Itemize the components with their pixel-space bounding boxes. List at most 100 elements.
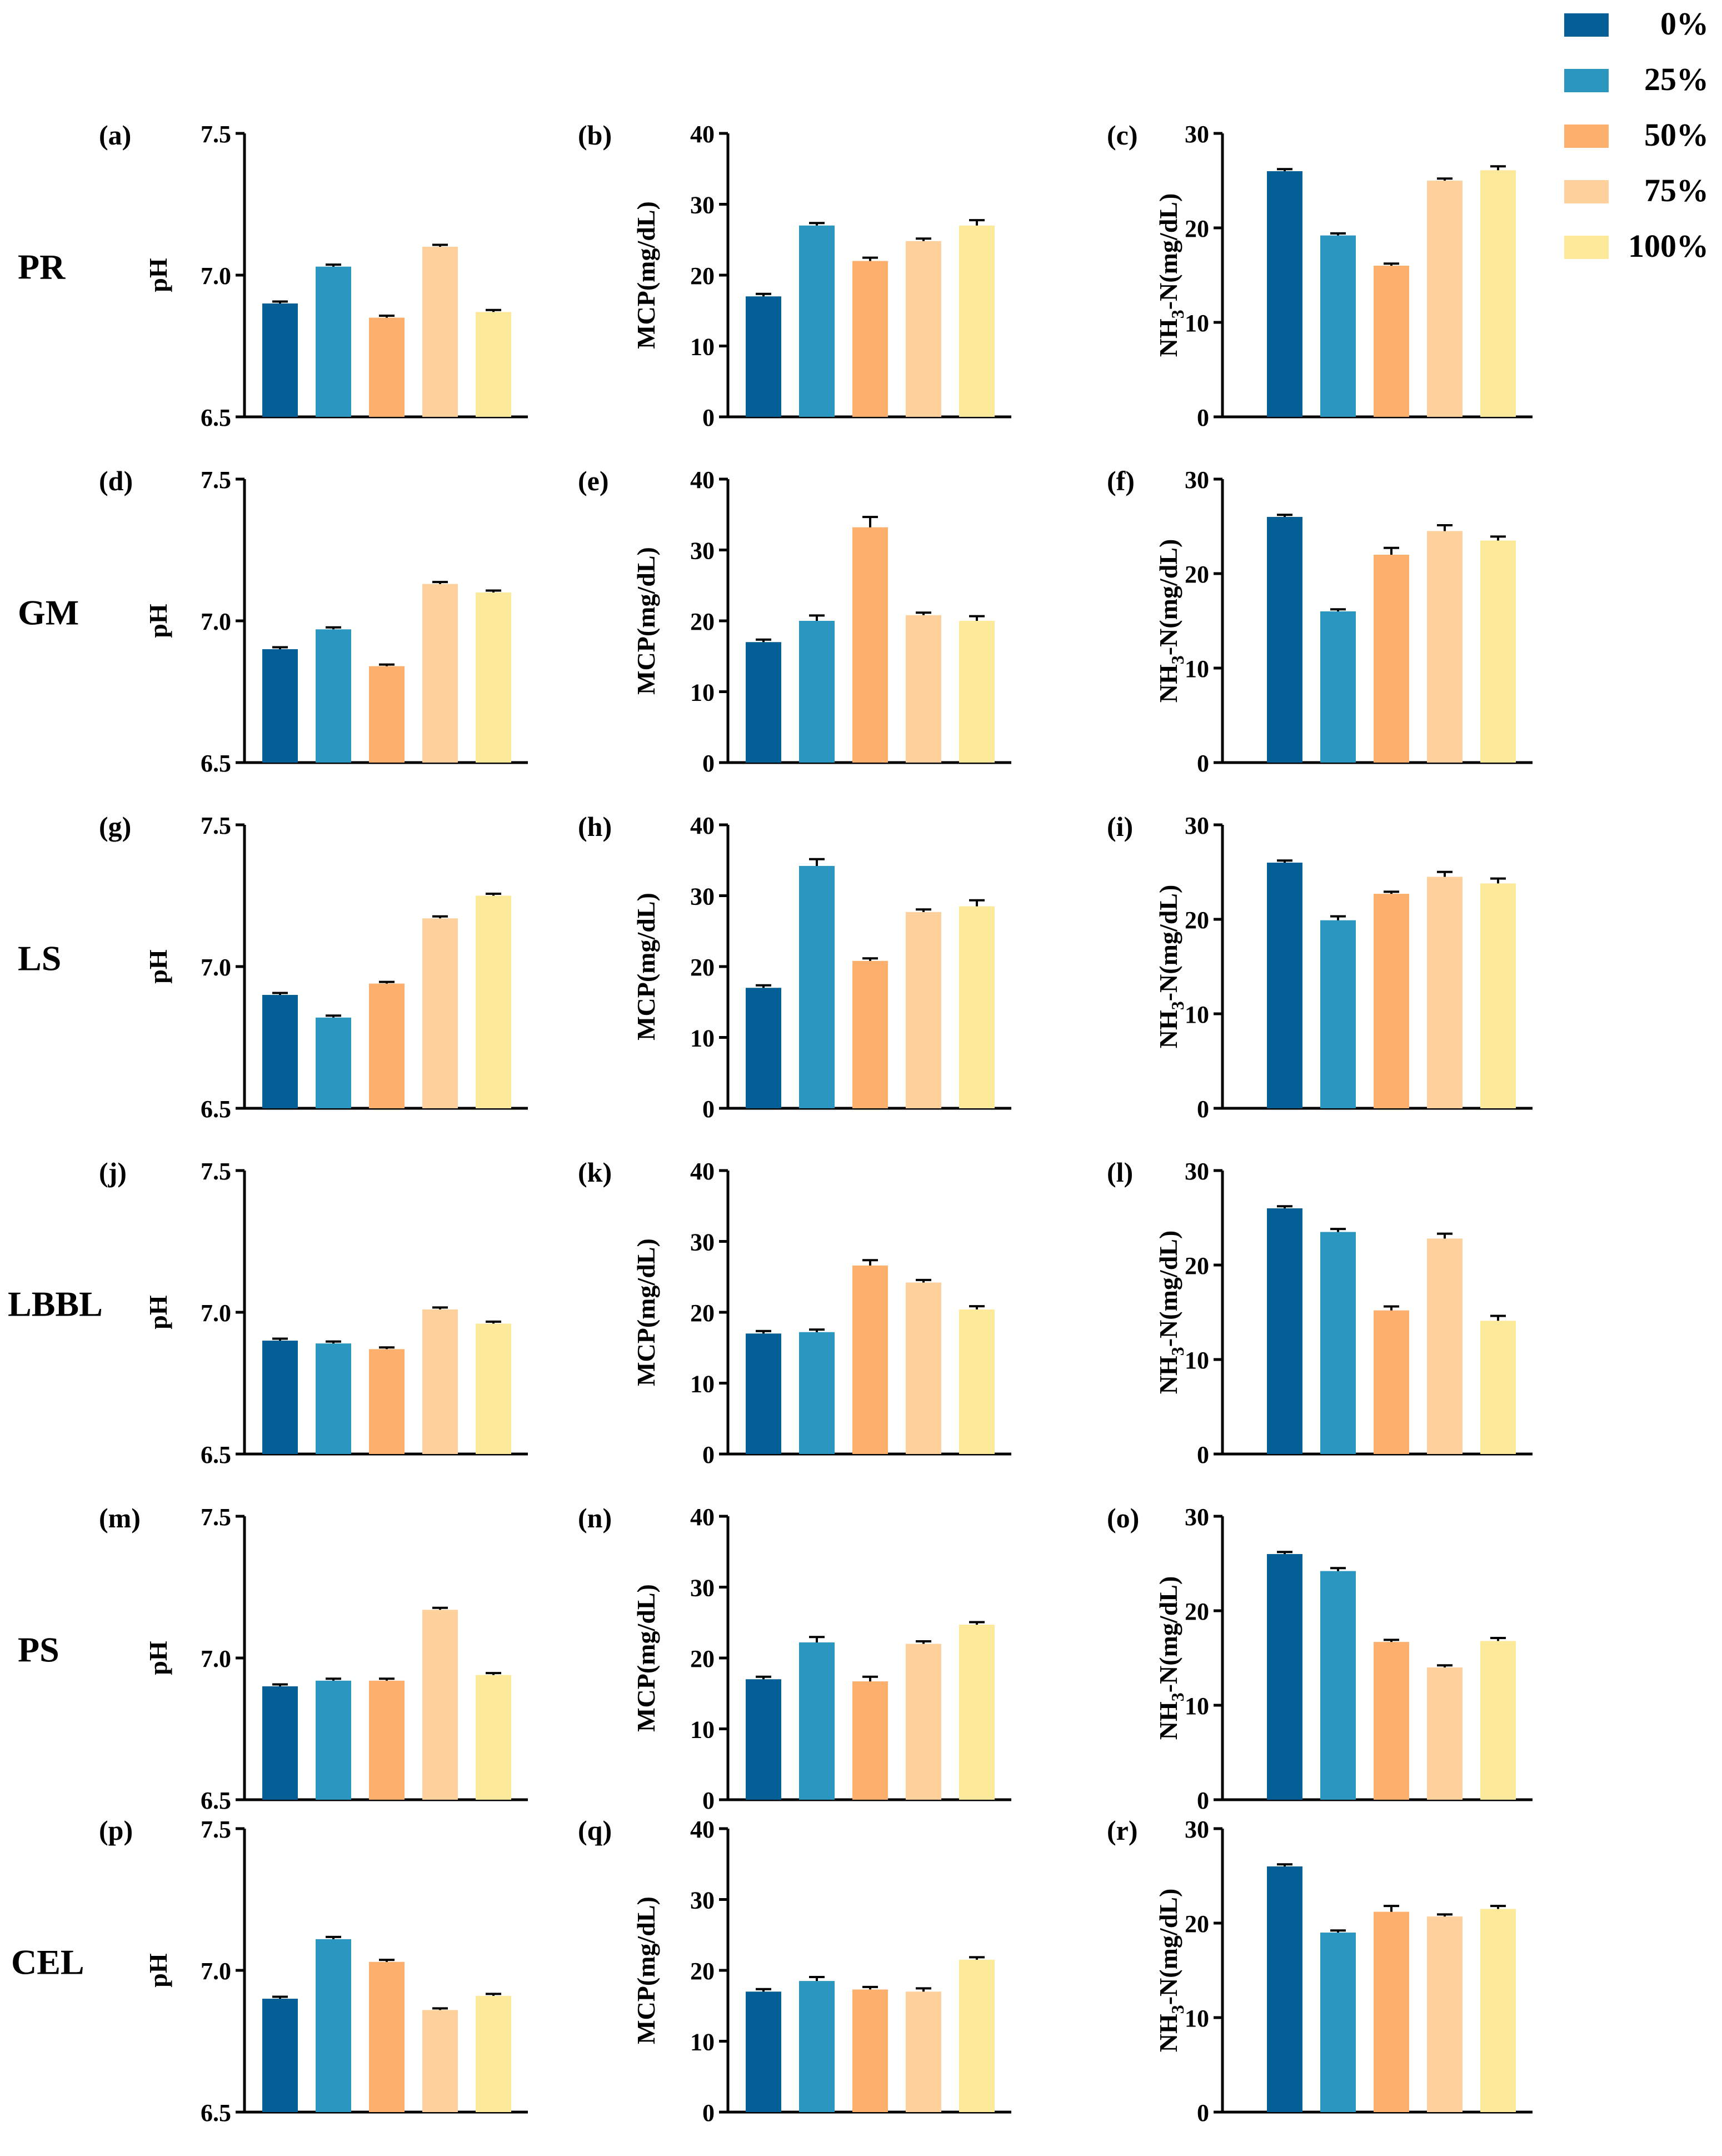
bar: [1320, 920, 1356, 1108]
bar: [799, 1332, 835, 1454]
y-tick-label: 20: [690, 608, 715, 635]
bar: [476, 1323, 511, 1454]
bar: [906, 1991, 941, 2112]
error-bar: [1437, 1232, 1453, 1239]
y-tick-label: 7.0: [201, 1299, 231, 1327]
bar: [1267, 517, 1302, 763]
bar: [1480, 1641, 1516, 1800]
bar: [369, 1680, 405, 1800]
y-tick-label: 7.0: [201, 608, 231, 635]
bar: [316, 1939, 351, 2112]
bar: [262, 303, 298, 417]
chart-panel: (n) 0 10 20 30 40 MCP(mg/dL): [578, 1502, 1011, 1814]
bar: [746, 642, 781, 763]
error-bar: [1384, 1905, 1399, 1912]
error-bar: [1490, 1637, 1506, 1641]
bar: [422, 918, 458, 1108]
error-bar: [326, 263, 341, 267]
bar: [1374, 894, 1409, 1108]
error-bar: [1277, 168, 1292, 171]
legend-swatch: [1564, 69, 1609, 92]
row-label: LS: [18, 939, 61, 978]
y-tick-label: 7.5: [201, 812, 231, 839]
error-bar: [969, 1305, 985, 1309]
bar: [369, 666, 405, 763]
error-bar: [1437, 870, 1453, 877]
chart-panel: (p) 6.5 7.0 7.5 pH: [99, 1815, 528, 2127]
y-tick-label: 20: [1185, 215, 1209, 242]
bar: [906, 1644, 941, 1800]
error-bar: [756, 292, 771, 297]
panel-letter: (e): [578, 465, 609, 496]
bar: [959, 906, 995, 1108]
y-axis-title: MCP(mg/dL): [632, 893, 660, 1040]
y-axis-title: NH3-N(mg/dL): [1154, 1576, 1187, 1740]
error-bar: [1437, 1913, 1453, 1917]
error-bar: [1384, 1639, 1399, 1642]
bar: [1320, 611, 1356, 763]
y-tick-label: 0: [1197, 750, 1209, 777]
y-axis-title: pH: [144, 1953, 172, 1988]
error-bar: [916, 1278, 931, 1283]
bar: [1480, 540, 1516, 763]
y-tick-label: 30: [690, 192, 715, 219]
bar: [852, 960, 888, 1108]
error-bar: [486, 1993, 501, 1996]
bar: [1320, 1232, 1356, 1454]
y-tick-label: 10: [690, 1371, 715, 1398]
y-tick-label: 7.0: [201, 954, 231, 981]
y-axis-title: NH3-N(mg/dL): [1154, 1889, 1187, 2053]
panel-letter: (o): [1107, 1502, 1139, 1533]
y-axis-title: pH: [144, 1295, 172, 1330]
y-tick-label: 20: [1185, 1598, 1209, 1625]
y-tick-label: 0: [702, 1096, 715, 1123]
error-bar: [969, 1621, 985, 1625]
error-bar: [379, 980, 395, 984]
y-tick-label: 10: [1185, 1001, 1209, 1028]
y-tick-label: 10: [1185, 655, 1209, 683]
y-axis-title: MCP(mg/dL): [632, 1896, 660, 2044]
error-bar: [969, 615, 985, 621]
y-tick-label: 30: [1185, 1158, 1209, 1185]
chart-panel: (m) 6.5 7.0 7.5 pH: [99, 1502, 528, 1814]
bar: [746, 296, 781, 417]
error-bar: [272, 992, 288, 995]
bar: [852, 261, 888, 417]
error-bar: [916, 611, 931, 615]
chart-panel: (i) 0 10 20 30 NH3-N(mg/dL): [1107, 811, 1533, 1123]
row-label: GM: [18, 593, 79, 633]
error-bar: [432, 2007, 448, 2010]
error-bar: [916, 908, 931, 912]
bar: [369, 1961, 405, 2112]
y-tick-label: 30: [690, 537, 715, 565]
y-tick-label: 20: [690, 1299, 715, 1327]
bar: [422, 2010, 458, 2112]
bar: [799, 1981, 835, 2112]
legend: 0% 25% 50% 75% 100%: [1564, 6, 1709, 264]
y-tick-label: 0: [1197, 2099, 1209, 2127]
legend-swatch: [1564, 13, 1609, 37]
error-bar: [809, 222, 825, 226]
y-axis-title: pH: [144, 258, 172, 292]
y-axis-title: pH: [144, 949, 172, 984]
y-tick-label: 0: [702, 1787, 715, 1814]
bar: [1267, 171, 1302, 417]
error-bar: [379, 1346, 395, 1350]
y-tick-label: 6.5: [201, 1096, 231, 1123]
error-bar: [969, 219, 985, 226]
bar: [422, 247, 458, 417]
y-tick-label: 7.0: [201, 1958, 231, 1985]
row-label: PR: [18, 247, 66, 287]
y-tick-label: 0: [702, 1441, 715, 1468]
bar: [422, 1309, 458, 1454]
y-axis-title: MCP(mg/dL): [632, 1238, 660, 1386]
error-bar: [862, 1985, 878, 1990]
chart-panel: (g) 6.5 7.0 7.5 pH: [99, 811, 528, 1123]
error-bar: [1490, 165, 1506, 171]
row-label: CEL: [11, 1943, 84, 1982]
bar: [799, 865, 835, 1108]
error-bar: [272, 1683, 288, 1686]
error-bar: [809, 1636, 825, 1642]
bar: [1480, 883, 1516, 1108]
y-tick-label: 7.5: [201, 1503, 231, 1531]
